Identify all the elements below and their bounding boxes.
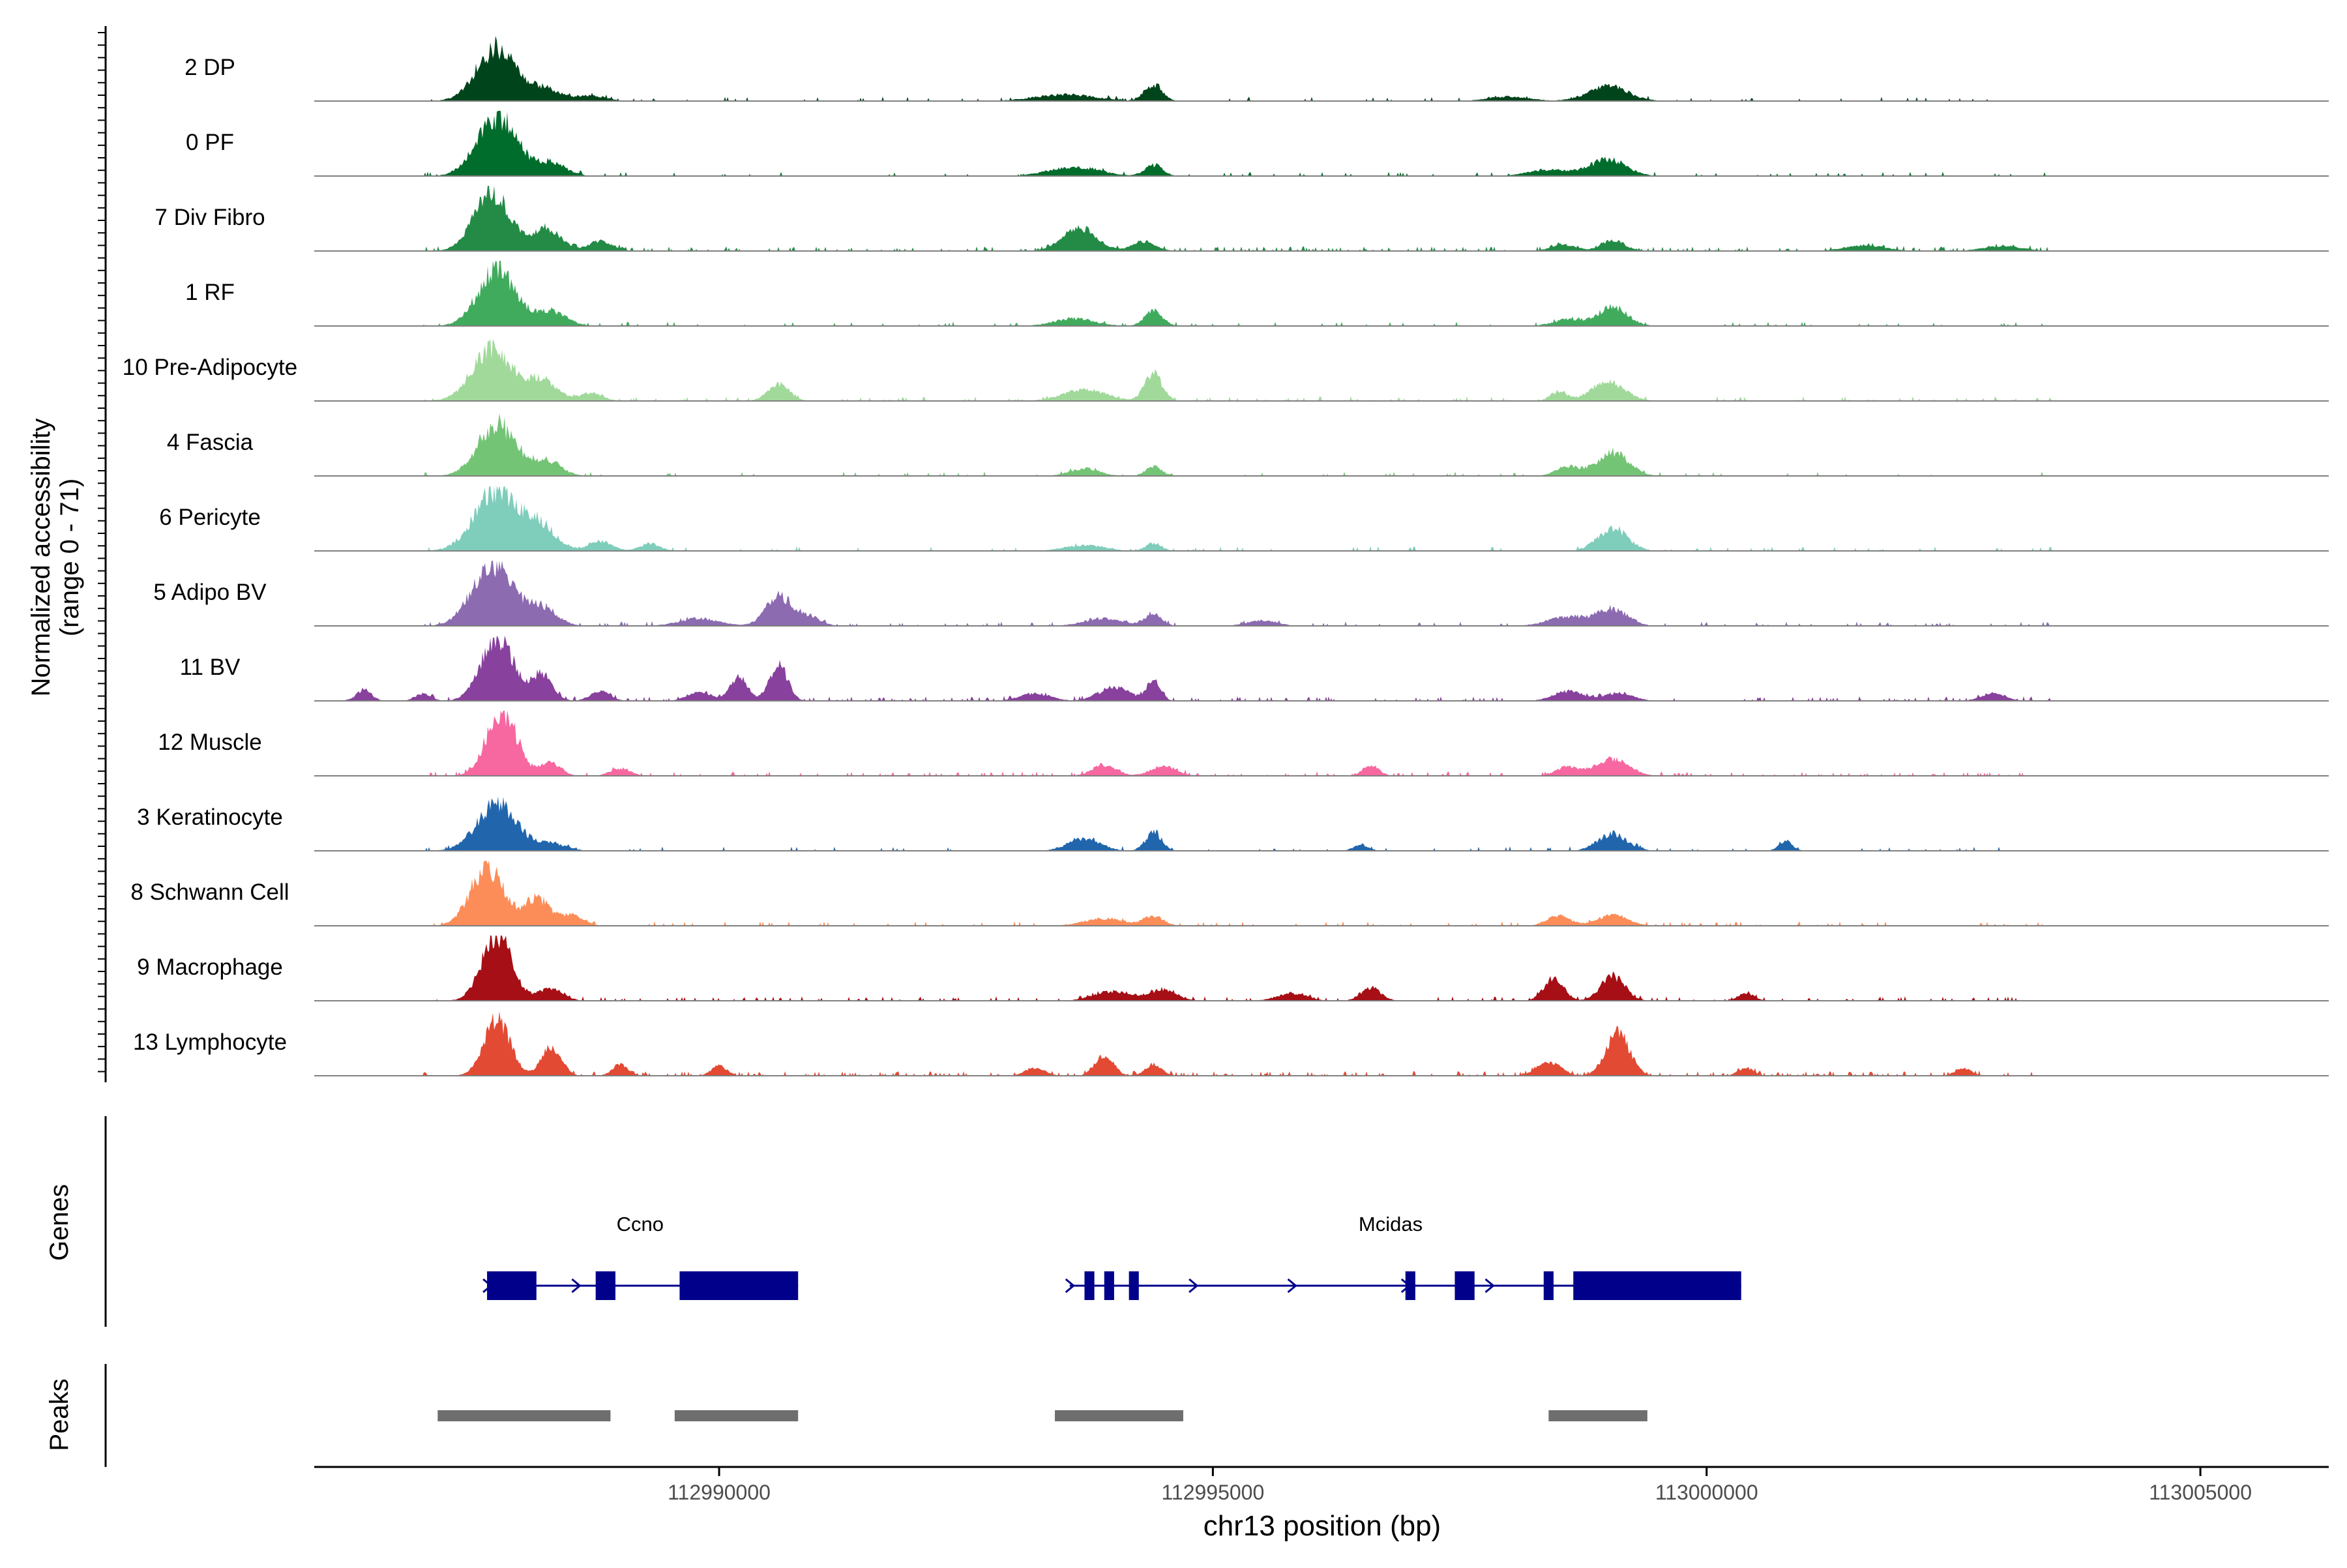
coverage-plot: 2 DP 0 PF 7 Div Fibro 1 RF 10 Pre-Adipocyte 4… (0, 0, 2347, 1565)
coverage-area (314, 486, 2329, 551)
coverage-area (314, 561, 2329, 626)
y-axis-label-line1: Normalized accessibility (27, 419, 55, 697)
gene-model: Ccno (483, 1213, 798, 1300)
genes-panel-label: Genes (45, 1184, 74, 1261)
track: 0 PF (186, 111, 2329, 176)
track: 5 Adipo BV (153, 561, 2329, 626)
peak-region (437, 1410, 610, 1421)
chart-canvas: 2 DP 0 PF 7 Div Fibro 1 RF 10 Pre-Adipocyte 4… (0, 0, 2347, 1565)
track: 13 Lymphocyte (133, 1011, 2329, 1076)
track: 11 BV (180, 636, 2329, 701)
coverage-area (314, 711, 2329, 776)
peak-region (1548, 1410, 1647, 1421)
gene-exon (1454, 1271, 1474, 1300)
coverage-area (314, 186, 2329, 251)
track-label: 4 Fascia (167, 430, 254, 455)
track-label: 3 Keratinocyte (137, 805, 283, 830)
coverage-area (314, 339, 2329, 401)
track-label: 13 Lymphocyte (133, 1029, 287, 1055)
gene-exon (487, 1271, 537, 1300)
peak-panel (437, 1410, 1647, 1421)
track-label: 8 Schwann Cell (130, 880, 289, 905)
x-tick-label: 112995000 (1161, 1481, 1264, 1504)
gene-exon (1544, 1271, 1554, 1300)
track: 2 DP (185, 36, 2329, 101)
track: 9 Macrophage (137, 936, 2329, 1001)
track-label: 7 Div Fibro (155, 205, 265, 230)
peak-region (1055, 1410, 1183, 1421)
track: 12 Muscle (158, 711, 2329, 776)
coverage-y-axis (98, 26, 106, 1467)
track: 4 Fascia (167, 413, 2329, 476)
x-axis: 112990000 112995000 113000000 113005000 (314, 1467, 2329, 1504)
coverage-area (314, 797, 2329, 851)
x-tick-label: 113000000 (1655, 1481, 1758, 1504)
peaks-panel-label: Peaks (45, 1378, 74, 1451)
x-axis-title: chr13 position (bp) (1203, 1510, 1441, 1542)
gene-exon (1104, 1271, 1114, 1300)
y-axis-label-line2: (range 0 - 71) (55, 479, 84, 636)
coverage-tracks: 2 DP 0 PF 7 Div Fibro 1 RF 10 Pre-Adipocyte 4… (123, 36, 2329, 1076)
gene-model: Mcidas (1066, 1213, 1741, 1300)
coverage-area (314, 636, 2329, 701)
track-label: 1 RF (185, 280, 235, 305)
coverage-area (314, 861, 2329, 926)
track-label: 2 DP (185, 55, 235, 80)
gene-label: Mcidas (1359, 1213, 1423, 1235)
coverage-area (314, 1011, 2329, 1076)
coverage-area (314, 111, 2329, 176)
gene-exon (1573, 1271, 1741, 1300)
gene-panel: Ccno Mcidas (483, 1213, 1741, 1300)
peak-region (675, 1410, 798, 1421)
coverage-area (314, 936, 2329, 1001)
x-tick-label: 112990000 (668, 1481, 771, 1504)
gene-exon (1084, 1271, 1094, 1300)
track-label: 0 PF (186, 130, 234, 155)
x-tick-label: 113005000 (2149, 1481, 2252, 1504)
coverage-area (314, 413, 2329, 476)
coverage-area (314, 36, 2329, 101)
track-label: 10 Pre-Adipocyte (123, 355, 297, 380)
track-label: 9 Macrophage (137, 954, 283, 980)
track-label: 5 Adipo BV (153, 580, 267, 605)
gene-exon (679, 1271, 798, 1300)
track: 7 Div Fibro (155, 186, 2329, 251)
gene-label: Ccno (617, 1213, 664, 1235)
gene-exon (596, 1271, 615, 1300)
track: 6 Pericyte (159, 486, 2329, 551)
track: 8 Schwann Cell (130, 861, 2329, 926)
track-label: 6 Pericyte (159, 505, 261, 530)
gene-exon (1129, 1271, 1139, 1300)
track-label: 12 Muscle (158, 730, 262, 755)
track-label: 11 BV (180, 655, 241, 680)
coverage-area (314, 261, 2329, 326)
track: 3 Keratinocyte (137, 797, 2329, 851)
track: 10 Pre-Adipocyte (123, 339, 2329, 401)
track: 1 RF (185, 261, 2329, 326)
